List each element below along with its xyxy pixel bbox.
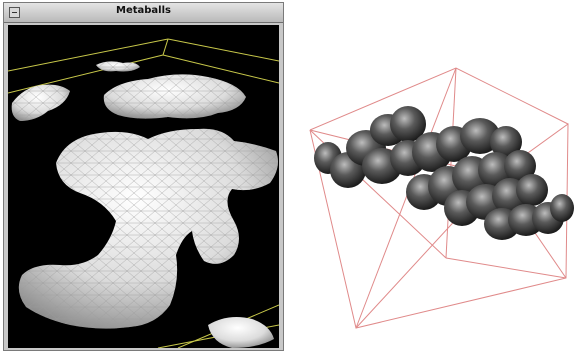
window-menu-icon[interactable] [9, 7, 20, 18]
shaded-metaball-render [296, 58, 576, 348]
shaded-scene [309, 67, 574, 329]
metaball-cluster [314, 106, 574, 240]
metaballs-window: Metaballs [3, 2, 284, 351]
metaball-blob-far [96, 61, 140, 72]
metaball-blob-main [18, 128, 279, 329]
metaball-blob-mid [103, 74, 247, 119]
metaball-blob-left [11, 84, 70, 121]
metaball-scene [8, 38, 279, 348]
window-titlebar[interactable]: Metaballs [4, 3, 283, 23]
window-title: Metaballs [116, 5, 171, 16]
3d-viewport[interactable] [8, 25, 279, 348]
metaball-blob-corner [208, 317, 274, 348]
